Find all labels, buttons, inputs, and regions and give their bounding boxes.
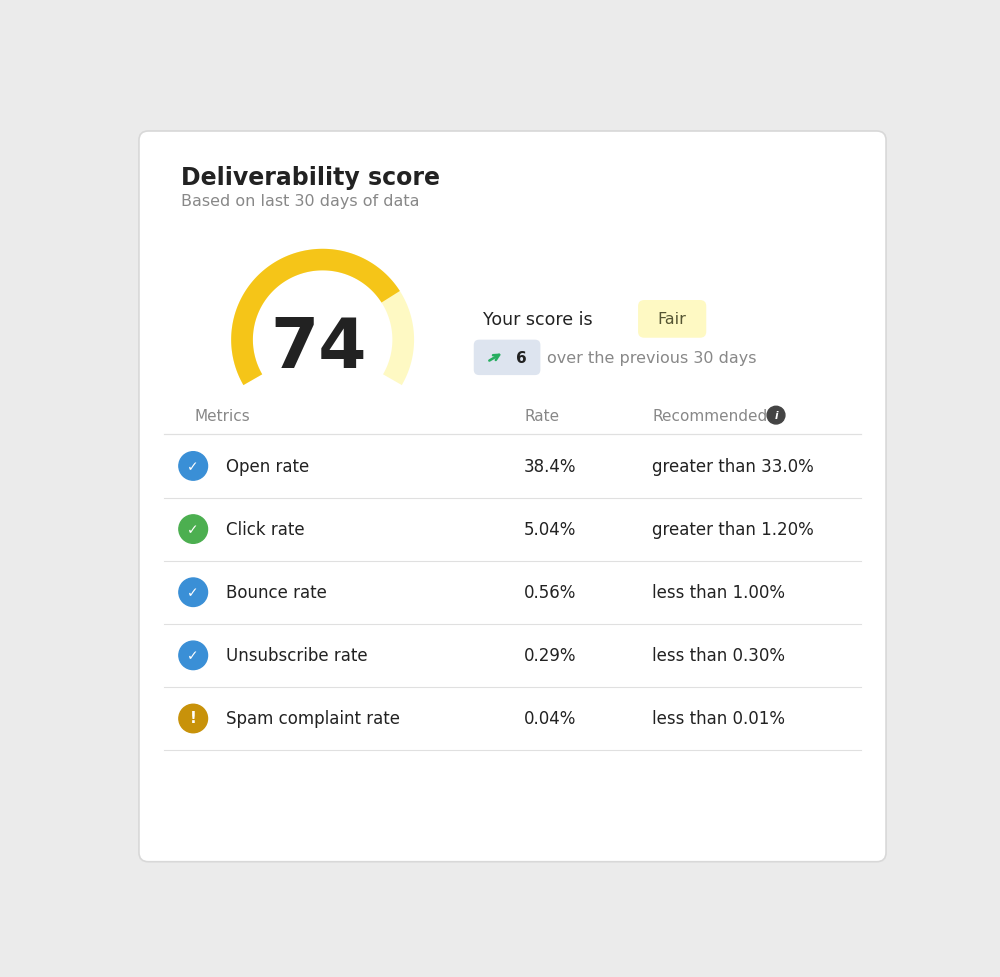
Text: Your score is: Your score is — [483, 311, 593, 328]
Circle shape — [179, 515, 208, 544]
Text: ✓: ✓ — [187, 649, 199, 662]
Text: Click rate: Click rate — [226, 521, 304, 538]
Text: less than 0.01%: less than 0.01% — [652, 709, 785, 728]
Text: 0.04%: 0.04% — [524, 709, 576, 728]
Circle shape — [179, 452, 208, 481]
Text: 38.4%: 38.4% — [524, 457, 577, 476]
Text: Deliverability score: Deliverability score — [181, 166, 440, 190]
Text: Bounce rate: Bounce rate — [226, 583, 327, 602]
Text: Unsubscribe rate: Unsubscribe rate — [226, 647, 367, 664]
Text: ✓: ✓ — [187, 585, 199, 600]
FancyBboxPatch shape — [638, 301, 706, 338]
Text: less than 0.30%: less than 0.30% — [652, 647, 785, 664]
Text: 74: 74 — [270, 315, 367, 381]
Text: Metrics: Metrics — [195, 408, 250, 423]
Circle shape — [179, 642, 208, 670]
Text: Spam complaint rate: Spam complaint rate — [226, 709, 400, 728]
Circle shape — [179, 704, 208, 733]
Text: greater than 33.0%: greater than 33.0% — [652, 457, 814, 476]
FancyBboxPatch shape — [474, 340, 540, 376]
Text: 6: 6 — [516, 351, 526, 365]
Text: Rate: Rate — [524, 408, 559, 423]
Text: Based on last 30 days of data: Based on last 30 days of data — [181, 194, 419, 209]
Text: Open rate: Open rate — [226, 457, 309, 476]
Text: 0.29%: 0.29% — [524, 647, 577, 664]
Circle shape — [767, 406, 785, 425]
Text: Fair: Fair — [658, 312, 687, 327]
Text: over the previous 30 days: over the previous 30 days — [547, 351, 756, 365]
FancyBboxPatch shape — [139, 132, 886, 862]
Text: less than 1.00%: less than 1.00% — [652, 583, 785, 602]
Polygon shape — [231, 249, 400, 386]
Text: ✓: ✓ — [187, 459, 199, 474]
Text: Recommended: Recommended — [652, 408, 767, 423]
Text: 5.04%: 5.04% — [524, 521, 576, 538]
Text: ✓: ✓ — [187, 523, 199, 536]
Text: i: i — [774, 410, 778, 421]
Text: 0.56%: 0.56% — [524, 583, 576, 602]
Polygon shape — [231, 249, 414, 386]
Circle shape — [179, 578, 208, 607]
Text: !: ! — [190, 710, 197, 726]
Text: greater than 1.20%: greater than 1.20% — [652, 521, 814, 538]
